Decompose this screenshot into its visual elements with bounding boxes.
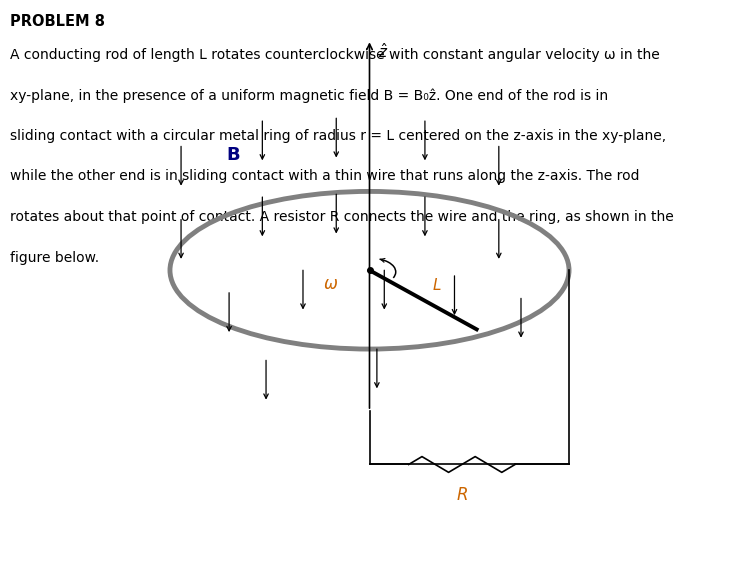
Text: L: L (432, 278, 440, 293)
Text: B: B (226, 146, 239, 164)
Text: $\omega$: $\omega$ (324, 275, 338, 293)
Text: A conducting rod of length L rotates counterclockwise with constant angular velo: A conducting rod of length L rotates cou… (10, 48, 659, 62)
Text: R: R (456, 486, 468, 504)
Text: sliding contact with a circular metal ring of radius r = L centered on the z-axi: sliding contact with a circular metal ri… (10, 129, 666, 143)
Text: PROBLEM 8: PROBLEM 8 (10, 14, 105, 29)
Text: while the other end is in sliding contact with a thin wire that runs along the z: while the other end is in sliding contac… (10, 169, 639, 184)
Text: figure below.: figure below. (10, 251, 99, 265)
Text: xy-plane, in the presence of a uniform magnetic field B = B₀ẑ. One end of the r: xy-plane, in the presence of a uniform m… (10, 88, 607, 103)
Text: rotates about that point of contact. A resistor R connects the wire and the ring: rotates about that point of contact. A r… (10, 210, 673, 224)
Text: $\hat{z}$: $\hat{z}$ (378, 42, 389, 61)
